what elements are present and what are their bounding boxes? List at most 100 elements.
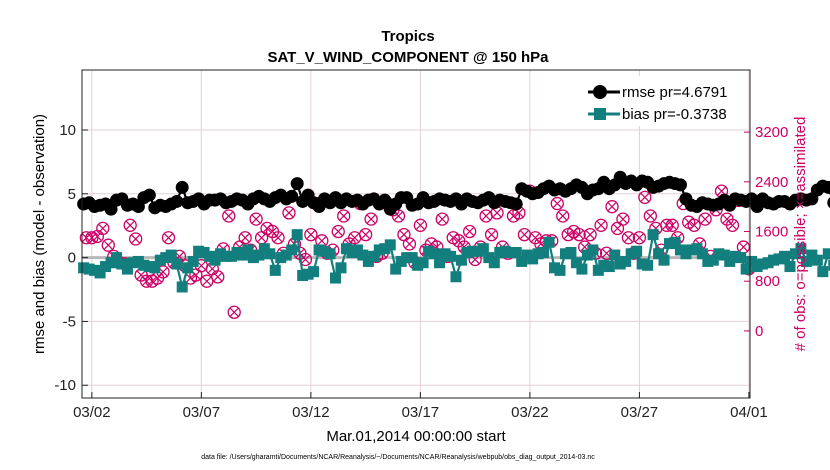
obs-possible-point <box>638 190 652 204</box>
y-right-tick-label: 1600 <box>755 224 788 241</box>
obs-assimilated-point <box>131 234 140 244</box>
bias-point <box>335 262 347 274</box>
bias-point <box>696 248 708 260</box>
obs-assimilated-point <box>229 308 239 317</box>
obs-possible-point <box>616 212 630 226</box>
obs-assimilated-point <box>98 224 108 233</box>
bias-point <box>669 236 681 248</box>
obs-assimilated-point <box>350 233 359 242</box>
y-tick-label: 10 <box>59 122 76 139</box>
data-file-footnote: data file: /Users/gharamti/Documents/NCA… <box>201 454 595 461</box>
obs-possible-point <box>632 231 647 245</box>
bias-point <box>176 281 188 293</box>
obs-assimilated-point <box>405 239 414 249</box>
bias-point <box>406 252 418 264</box>
obs-possible-point <box>358 227 373 242</box>
bias-point <box>434 257 446 269</box>
x-tick-label: 04/01 <box>730 404 768 421</box>
legend-bias-label: bias pr=-0.3738 <box>622 106 727 123</box>
obs-assimilated-point <box>574 230 584 239</box>
obs-assimilated-point <box>487 230 496 239</box>
obs-assimilated-point <box>646 211 655 221</box>
y-axis-label-right: # of obs: o=possible; ×=assimilated <box>792 117 809 352</box>
bias-point <box>603 261 615 273</box>
rmse-point <box>821 180 830 194</box>
bias-point <box>121 263 133 275</box>
obs-assimilated-point <box>613 224 622 233</box>
bias-point <box>800 255 812 267</box>
obs-possible-point <box>484 227 499 242</box>
bias-point <box>642 259 654 271</box>
legend-rmse-label: rmse pr=4.6791 <box>622 84 727 101</box>
obs-assimilated-point <box>251 214 261 224</box>
obs-assimilated-point <box>213 272 223 282</box>
obs-possible-point <box>249 212 263 226</box>
bias-point <box>565 247 577 259</box>
plot-frame <box>81 69 751 399</box>
bias-point <box>543 236 555 248</box>
bias-point <box>182 262 194 274</box>
obs-possible-point <box>96 221 110 236</box>
rmse-point <box>290 177 304 191</box>
y-tick-label: -5 <box>63 313 76 330</box>
y-tick-label: 0 <box>68 250 76 267</box>
obs-assimilated-point <box>739 242 748 252</box>
obs-possible-point <box>556 209 570 223</box>
obs-assimilated-point <box>208 264 217 274</box>
legend-box <box>582 76 746 126</box>
obs-possible-point <box>337 209 351 223</box>
legend: rmse pr=4.6791 bias pr=-0.3738 <box>582 76 746 126</box>
rmse-point <box>509 197 523 211</box>
rmse-point <box>142 188 156 202</box>
obs-possible-point <box>123 218 137 232</box>
bias-point <box>488 257 500 269</box>
obs-possible-point <box>222 209 236 223</box>
obs-possible-point <box>550 196 564 211</box>
obs-assimilated-point <box>284 208 294 218</box>
bias-point <box>510 247 522 259</box>
obs-possible-point <box>331 224 345 239</box>
bias-point <box>390 263 402 275</box>
obs-assimilated-point <box>602 249 611 258</box>
obs-assimilated-point <box>640 193 650 202</box>
x-tick-label: 03/02 <box>73 404 111 421</box>
obs-assimilated-point <box>164 233 173 242</box>
bias-point <box>330 272 342 284</box>
obs-possible-point <box>211 270 225 284</box>
bias-point <box>707 254 719 266</box>
obs-possible-point <box>413 218 428 232</box>
obs-possible-point <box>271 231 285 245</box>
obs-assimilated-point <box>509 211 518 221</box>
obs-assimilated-point <box>317 236 327 246</box>
obs-assimilated-point <box>366 214 376 224</box>
obs-possible-point <box>161 231 176 245</box>
rmse-point <box>175 180 189 194</box>
obs-possible-point <box>605 200 619 214</box>
bias-point <box>516 255 528 267</box>
bias-point <box>308 266 320 278</box>
obs-assimilated-point <box>301 255 310 264</box>
obs-possible-point <box>391 209 406 223</box>
obs-possible-point <box>298 252 313 267</box>
bias-point <box>417 257 429 269</box>
bias-point <box>110 252 122 264</box>
axis-ticks: 03/02 03/07 03/12 03/17 03/22 03/27 04/01 -10 -5… <box>54 122 788 421</box>
obs-possible-point <box>572 227 586 242</box>
bias-point <box>828 259 830 271</box>
obs-possible-point <box>687 218 701 232</box>
obs-assimilated-point <box>563 230 573 239</box>
obs-possible-point <box>282 206 296 220</box>
obs-possible-point <box>463 224 477 239</box>
bias-point <box>718 249 730 261</box>
obs-assimilated-point <box>728 221 737 230</box>
y-right-tick-label: 3200 <box>755 124 788 141</box>
bias-series <box>78 229 830 293</box>
y-tick-label: -10 <box>54 377 76 394</box>
x-axis-label: Mar.01,2014 00:00:00 start <box>326 428 506 445</box>
bias-point <box>171 258 183 270</box>
bias-point <box>324 248 336 260</box>
bias-point <box>587 244 599 256</box>
obs-assimilated-point <box>125 221 135 230</box>
obs-assimilated-point <box>339 211 348 221</box>
